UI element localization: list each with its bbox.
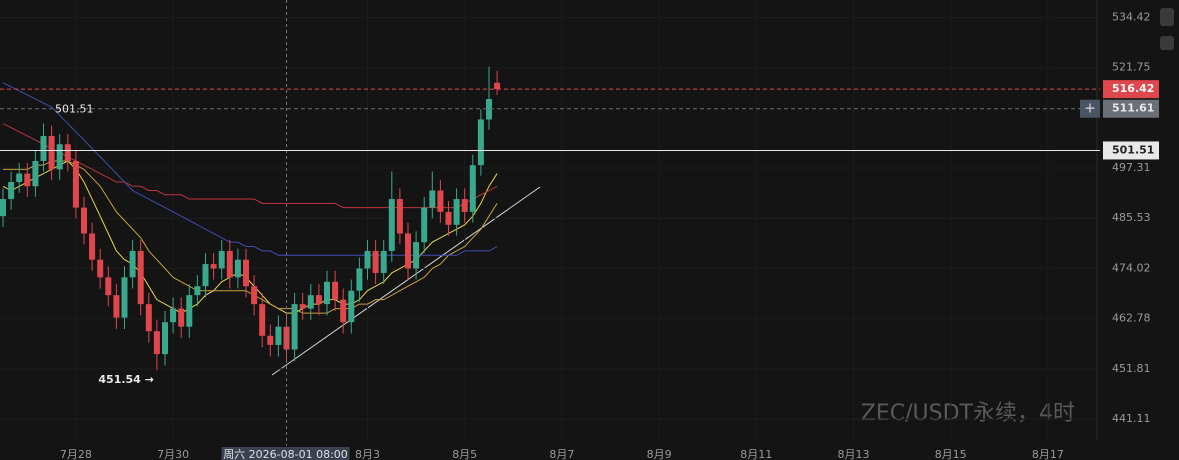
- candle-body: [340, 299, 347, 323]
- x-tick-label: 8月5: [452, 448, 477, 460]
- candle-body: [121, 277, 128, 318]
- candle-body: [178, 308, 185, 327]
- candle-body: [469, 165, 476, 212]
- candle-body: [16, 173, 23, 183]
- candle-body: [186, 295, 193, 327]
- candle-body: [89, 233, 96, 260]
- x-tick-label: 8月13: [838, 448, 870, 460]
- candle-body: [113, 295, 120, 318]
- candle-body: [194, 286, 201, 296]
- y-tick-label: 485.53: [1112, 211, 1151, 224]
- price-tag-bg: [1103, 80, 1159, 99]
- candle-body: [396, 199, 403, 234]
- add-button-icon: +: [1084, 101, 1096, 117]
- high-marker: 501.51: [55, 103, 94, 116]
- price-tag: 511.61: [1112, 102, 1154, 115]
- y-tick-label: 462.78: [1112, 312, 1151, 325]
- y-tick-label: 534.42: [1112, 10, 1151, 23]
- candle-body: [145, 304, 152, 332]
- candle-body: [251, 286, 258, 305]
- toolbar-icon[interactable]: [1160, 8, 1174, 26]
- candle-body: [307, 295, 314, 309]
- candle-body: [413, 242, 420, 269]
- candle-body: [105, 277, 112, 296]
- candle-body: [129, 250, 136, 278]
- candle-body: [64, 144, 71, 161]
- candle-body: [72, 160, 79, 208]
- y-tick-label: 521.75: [1112, 61, 1151, 74]
- price-tag-bg: [1103, 99, 1159, 118]
- candle-body: [445, 211, 452, 225]
- price-tag: 501.51: [1112, 143, 1154, 156]
- candle-body: [348, 290, 355, 323]
- candle-body: [81, 207, 87, 234]
- candle-body: [437, 190, 444, 212]
- candle-body: [332, 281, 339, 300]
- candle-body: [453, 199, 460, 225]
- candle-body: [226, 250, 233, 278]
- candle-body: [243, 259, 249, 287]
- x-tick-label: 7月30: [157, 448, 189, 460]
- x-tick-label: 8月11: [740, 448, 772, 460]
- candle-body: [372, 250, 379, 273]
- candle-body: [494, 82, 501, 90]
- add-button[interactable]: [1080, 99, 1100, 118]
- ma-line: [2, 123, 498, 209]
- candle-body: [97, 259, 104, 278]
- x-tick-label: 8月15: [935, 448, 967, 460]
- candle-body: [162, 322, 168, 355]
- low-marker: 451.54 →: [98, 373, 154, 386]
- candle-body: [299, 304, 306, 309]
- x-tick-label: 8月7: [549, 448, 574, 460]
- candle-body: [0, 199, 6, 217]
- x-tick-label: 8月3: [355, 448, 380, 460]
- candle-body: [429, 190, 436, 208]
- candle-body: [137, 250, 144, 305]
- candle-body: [291, 304, 298, 350]
- candle-body: [259, 304, 266, 336]
- candle-body: [477, 119, 484, 166]
- candle-body: [210, 264, 217, 269]
- candle-body: [234, 259, 241, 278]
- candle-body: [153, 331, 160, 355]
- candle-body: [356, 268, 363, 291]
- crosshair-label: 周六 2026-08-01 08:00: [223, 448, 348, 460]
- watermark: ZEC/USDT永续，4时: [861, 401, 1075, 426]
- candle-body: [32, 160, 39, 187]
- candle-body: [8, 182, 15, 200]
- x-tick-label: 8月17: [1032, 448, 1064, 460]
- x-tick-label: 8月9: [647, 448, 672, 460]
- price-tag-bg: [1103, 141, 1159, 160]
- y-tick-label: 451.81: [1112, 362, 1151, 375]
- candle-body: [380, 250, 387, 273]
- toolbar-icon[interactable]: [1160, 36, 1174, 50]
- price-tag: 516.42: [1112, 82, 1154, 95]
- candle-body: [486, 98, 492, 120]
- candle-body: [388, 199, 395, 251]
- y-tick-label: 474.02: [1112, 261, 1151, 274]
- y-tick-label: 497.31: [1112, 161, 1151, 174]
- candle-body: [170, 308, 177, 323]
- candle-body: [315, 295, 322, 305]
- candle-body: [461, 199, 468, 212]
- candle-body: [364, 250, 371, 269]
- crosshair-label-bg: [221, 447, 350, 460]
- candle-body: [56, 144, 63, 170]
- candle-body: [267, 335, 274, 345]
- candle-body: [48, 135, 55, 170]
- ma-line: [3, 160, 498, 314]
- candle-body: [218, 250, 225, 269]
- candle-body: [421, 207, 428, 243]
- candle-body: [202, 264, 209, 287]
- candle-body: [275, 326, 282, 345]
- candle-body: [40, 135, 47, 161]
- candle-body: [24, 173, 31, 187]
- x-tick-label: 7月28: [60, 448, 92, 460]
- candle-body: [324, 281, 330, 305]
- y-tick-label: 441.11: [1112, 412, 1151, 425]
- candle-body: [405, 233, 411, 269]
